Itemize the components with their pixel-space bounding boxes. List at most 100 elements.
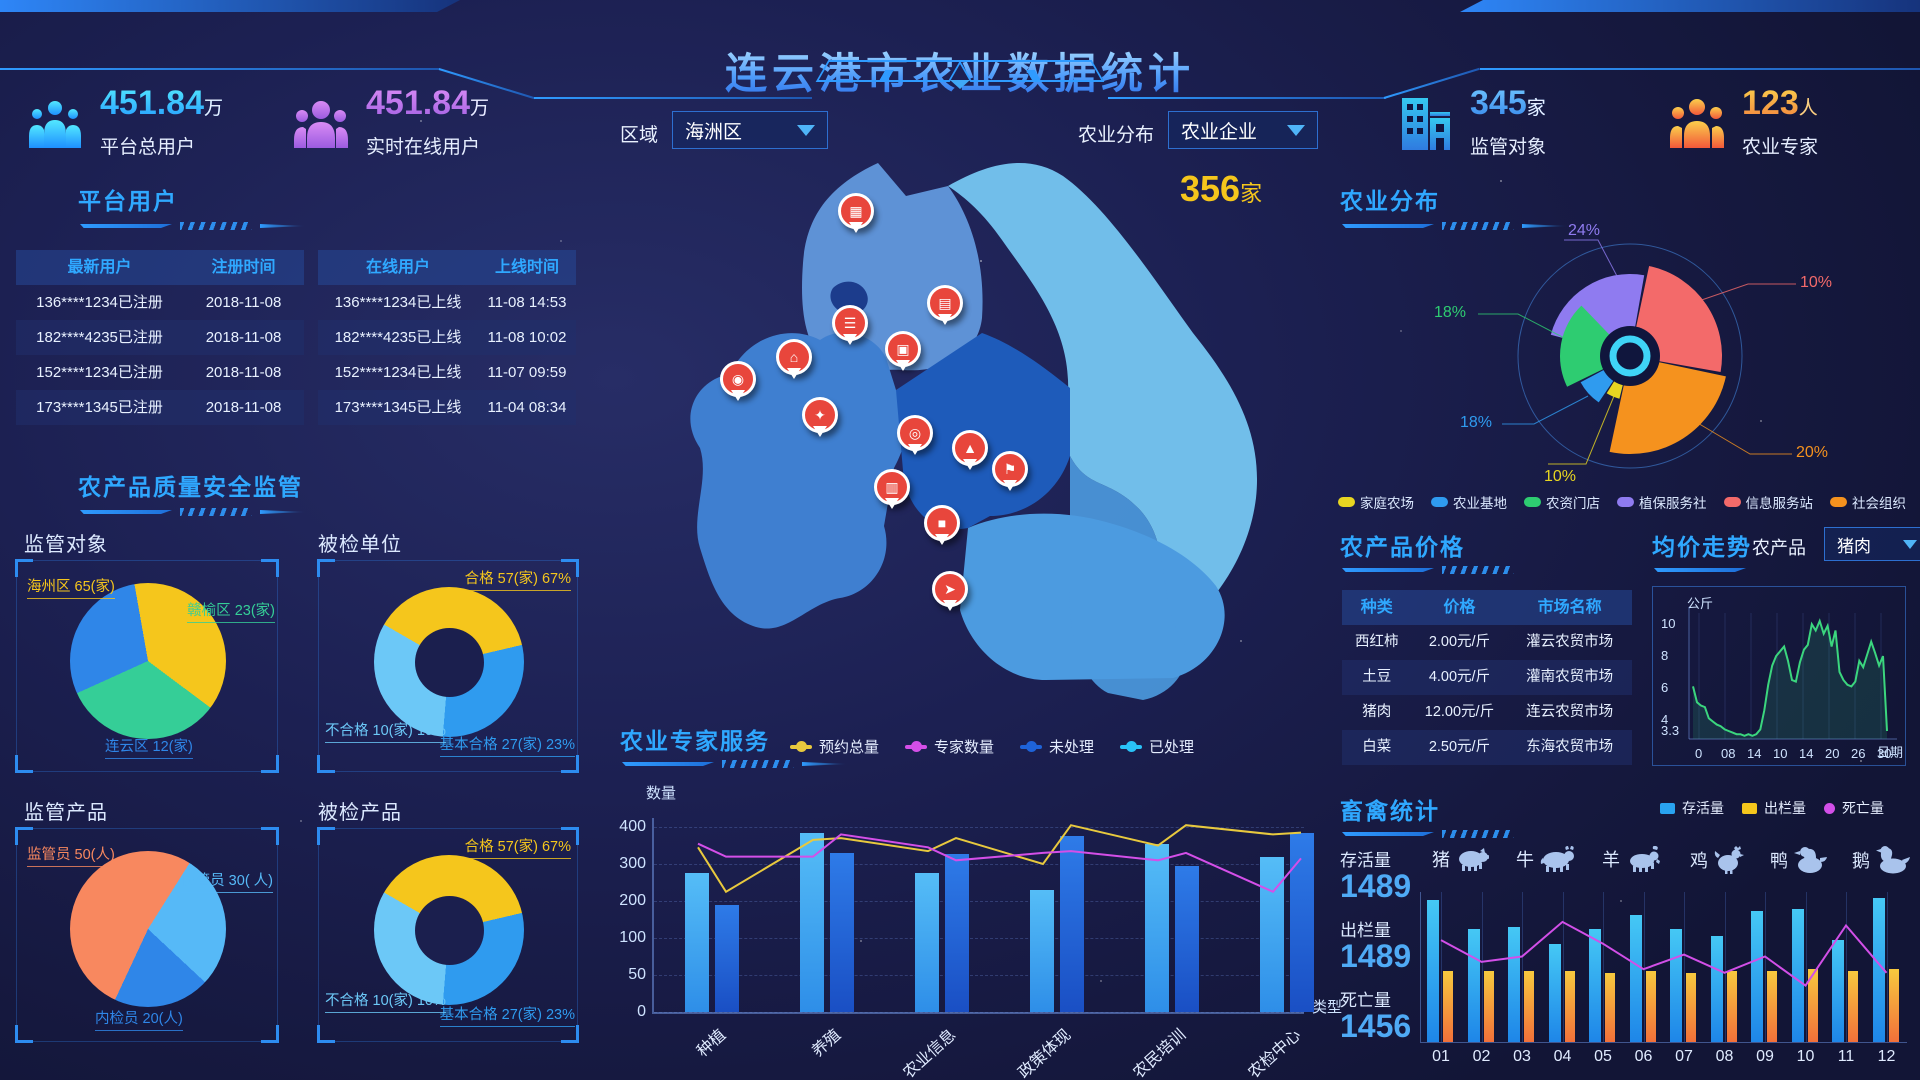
pin-glyph-icon: ✦ xyxy=(814,407,826,423)
map-pin[interactable]: ◉ xyxy=(720,361,756,397)
legend-item[interactable]: 存活量 xyxy=(1660,798,1724,818)
map-pin[interactable]: ▥ xyxy=(874,469,910,505)
legend-item[interactable]: 植保服务社 xyxy=(1617,492,1707,512)
slice-label: 赣榆区 23(家) xyxy=(187,599,275,623)
region-select[interactable]: 海洲区 xyxy=(672,111,828,149)
table-row: 西红柿 2.00元/斤 灌云农贸市场 xyxy=(1355,634,1614,650)
x-category: 政策体现 xyxy=(1015,1026,1075,1080)
bar-processed xyxy=(915,873,939,1012)
map-pin[interactable]: ▤ xyxy=(927,285,963,321)
map-pin[interactable]: ▣ xyxy=(885,331,921,367)
month-label: 02 xyxy=(1472,1048,1491,1065)
page-title: 连云港市农业数据统计 xyxy=(0,40,1920,101)
pie-subtitle: 被检单位 xyxy=(318,534,402,556)
table-row: 土豆 4.00元/斤 灌南农贸市场 xyxy=(1342,660,1632,695)
legend-item[interactable]: 专家数量 xyxy=(905,736,994,757)
dist-select[interactable]: 农业企业 xyxy=(1168,111,1318,149)
trend-x-tick: 0 xyxy=(1695,746,1703,761)
bar-unprocessed xyxy=(1175,865,1199,1012)
x-category: 农民培训 xyxy=(1130,1026,1190,1080)
legend-item[interactable]: 死亡量 xyxy=(1824,798,1884,818)
legend-item[interactable]: 已处理 xyxy=(1120,736,1194,757)
bar-survive xyxy=(1791,909,1804,1042)
pin-glyph-icon: ▥ xyxy=(885,479,899,495)
x-category: 养殖 xyxy=(809,1026,845,1061)
legend-item[interactable]: 信息服务站 xyxy=(1723,492,1813,512)
month-label: 09 xyxy=(1756,1048,1774,1065)
table-row: 136****1234已上线 11-08 14:53 xyxy=(334,294,567,311)
pie-supervised-objects: 海州区 65(家) 赣榆区 23(家) 连云区 12(家) xyxy=(15,559,279,773)
rose-pct-label: 20% xyxy=(1796,444,1829,461)
section-expert-service: 农业专家服务 xyxy=(620,728,770,754)
pin-glyph-icon: ▦ xyxy=(849,203,863,219)
table-row: 182****4235已注册 2018-11-08 xyxy=(16,320,304,355)
slice-label: 连云区 12(家) xyxy=(105,735,193,759)
stat-total-users: 451.84万 平台总用户 xyxy=(26,86,223,159)
death-value: 1456 xyxy=(1340,1008,1412,1044)
rose-slice[interactable] xyxy=(1559,305,1630,387)
map-pin[interactable]: ◎ xyxy=(897,415,933,451)
table-row: 白菜 2.50元/斤 东海农贸市场 xyxy=(1342,730,1632,765)
pin-glyph-icon: ➤ xyxy=(944,581,956,597)
map-pin[interactable]: ▦ xyxy=(838,193,874,229)
bar-out xyxy=(1767,971,1777,1042)
bar-processed xyxy=(1030,889,1054,1012)
bar-unprocessed xyxy=(1060,836,1084,1012)
trend-chart: 公斤 10 8 6 4 3.3 0 08 14 10 14 20 26 30 日期 xyxy=(1652,586,1906,766)
donut-inspected-products: 合格 57(家) 67% 基本合格 27(家) 23% 不合格 10(家) 10% xyxy=(317,827,579,1043)
map-pin[interactable]: ▲ xyxy=(952,430,988,466)
map-pin[interactable]: ⌂ xyxy=(776,339,812,375)
product-select[interactable]: 猪肉 xyxy=(1824,527,1920,561)
animal-pig: 猪 xyxy=(1432,846,1490,872)
table-row: 152****1234已注册 2018-11-08 xyxy=(36,364,282,381)
pin-glyph-icon: ▣ xyxy=(896,341,910,357)
top-left-band xyxy=(0,0,460,12)
frame-line xyxy=(0,68,440,70)
bar-survive xyxy=(1629,914,1642,1042)
chevron-down-icon xyxy=(797,124,815,136)
trend-x-tick: 08 xyxy=(1721,746,1736,761)
pin-glyph-icon: ▲ xyxy=(963,440,977,456)
pie-chart xyxy=(70,583,226,739)
slice-label: 合格 57(家) 67% xyxy=(464,835,571,859)
section-agri-dist: 农业分布 xyxy=(1340,188,1440,214)
bar-survive xyxy=(1710,936,1723,1042)
bar-survive xyxy=(1589,929,1601,1042)
dist-filter-label: 农业分布 xyxy=(1078,125,1155,146)
legend-item[interactable]: 社会组织 xyxy=(1830,492,1906,512)
section-livestock: 畜禽统计 xyxy=(1340,798,1440,824)
bar-out xyxy=(1848,971,1858,1042)
y-tick: 100 xyxy=(619,929,646,946)
trend-y-tick: 4 xyxy=(1661,711,1669,727)
animal-goose: 鹅 xyxy=(1852,846,1910,874)
legend-item[interactable]: 预约总量 xyxy=(790,736,879,757)
legend-item[interactable]: 农业基地 xyxy=(1431,492,1507,512)
rose-pct-label: 18% xyxy=(1434,304,1467,321)
pin-glyph-icon: ◎ xyxy=(908,425,922,441)
slice-label: 合格 57(家) 67% xyxy=(464,567,571,591)
table-row: 152****1234已上线 11-07 09:59 xyxy=(334,364,567,381)
section-underline xyxy=(1654,566,1774,574)
map-pin[interactable]: ⚑ xyxy=(992,451,1028,487)
bar-out xyxy=(1686,972,1696,1042)
bar-out xyxy=(1807,969,1818,1042)
map-pin[interactable]: ➤ xyxy=(932,571,968,607)
legend-item[interactable]: 农资门店 xyxy=(1524,492,1600,512)
legend-item[interactable]: 出栏量 xyxy=(1742,798,1806,818)
section-underline xyxy=(1342,566,1514,574)
table-row: 182****4235已上线 11-08 10:02 xyxy=(318,320,576,355)
pin-glyph-icon: ⚑ xyxy=(1003,461,1017,477)
section-price: 农产品价格 xyxy=(1340,534,1465,560)
map-pin[interactable]: ■ xyxy=(924,505,960,541)
table-header: 种类 价格 市场名称 xyxy=(1342,590,1632,625)
trend-unit: 公斤 xyxy=(1687,596,1714,611)
map-pin[interactable]: ✦ xyxy=(802,397,838,433)
slice-label: 基本合格 27(家) 23% xyxy=(439,1003,575,1027)
y-axis-label: 数量 xyxy=(646,785,677,802)
slice-label: 内检员 20(人) xyxy=(95,1007,183,1031)
pig-icon xyxy=(1459,848,1489,871)
map-pin[interactable]: ☰ xyxy=(832,305,868,341)
legend-item[interactable]: 家庭农场 xyxy=(1338,492,1414,512)
legend-item[interactable]: 未处理 xyxy=(1020,736,1094,757)
